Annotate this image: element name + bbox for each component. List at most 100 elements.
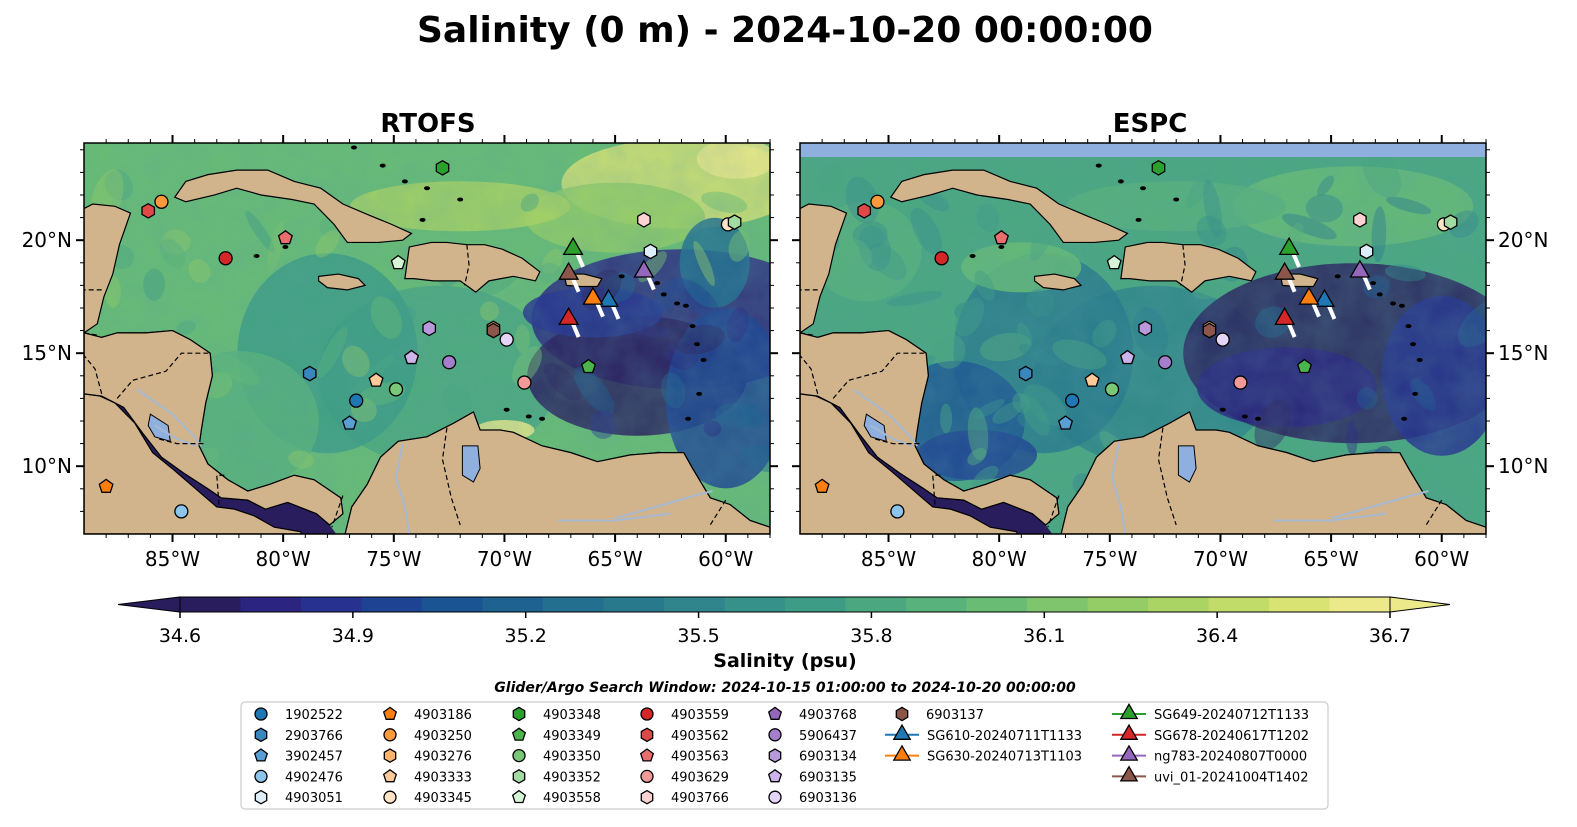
legend-item: SG610-20240711T1133 xyxy=(885,723,1082,744)
legend-item: SG678-20240617T1202 xyxy=(1112,723,1309,744)
station-marker-4903558 xyxy=(1106,254,1122,270)
legend-label: SG630-20240713T1103 xyxy=(927,750,1082,765)
map-area-rtofs xyxy=(84,143,770,534)
legend-item: 4903276 xyxy=(383,748,472,765)
legend-marker-circle xyxy=(383,790,397,804)
legend-marker-triangle xyxy=(892,723,912,740)
colorbar-segment xyxy=(845,597,907,612)
station-marker-4903559 xyxy=(934,251,949,266)
legend-marker-hexagon xyxy=(768,748,782,763)
station-marker-1902522 xyxy=(1065,393,1080,408)
legend-marker-hexagon xyxy=(254,789,268,805)
station-marker-uvi_01-20241004t1402 xyxy=(558,261,580,280)
station-marker-6903134 xyxy=(1138,320,1153,337)
station-marker-4903348 xyxy=(435,159,450,176)
colorbar-segment xyxy=(724,597,786,612)
colorbar-segment xyxy=(482,597,544,612)
legend-label: 4903186 xyxy=(414,708,472,723)
station-marker-4903333 xyxy=(1084,372,1100,387)
legend-marker-hexagon xyxy=(383,748,397,763)
station-marker-5906437 xyxy=(441,355,457,370)
panel-espc: ESPC 85°W 80°W 75°W 70°W 65°W 60°W 10°N 15°N 20°… xyxy=(792,109,1548,571)
legend-label: 6903137 xyxy=(926,708,984,723)
colorbar-segment xyxy=(301,597,362,612)
colorbar-segment xyxy=(543,597,604,612)
lon-tick-label: 65°W xyxy=(1303,547,1358,571)
legend-label: 4903250 xyxy=(414,729,472,744)
legend-marker-circle xyxy=(640,707,654,721)
map-area-espc xyxy=(800,143,1486,534)
legend-marker-pentagon xyxy=(511,727,527,741)
legend-label: 5906437 xyxy=(799,729,857,744)
lon-tick-label: 85°W xyxy=(145,547,200,571)
lat-tick-label: 20°N xyxy=(22,228,72,252)
colorbar-segment xyxy=(1208,597,1270,612)
legend-label: 6903135 xyxy=(799,770,857,785)
lon-tick-label: 80°W xyxy=(256,547,311,571)
colorbar-segment xyxy=(664,597,725,612)
station-marker-5906437 xyxy=(1157,355,1173,370)
station-marker-4903352 xyxy=(727,214,742,231)
station-marker-sg649-20240712t1133 xyxy=(562,236,584,256)
lon-tick-label: 60°W xyxy=(1414,547,1469,571)
colorbar-segment xyxy=(1148,597,1209,612)
station-marker-4903766 xyxy=(637,211,651,228)
lon-tick-label: 75°W xyxy=(1082,547,1137,571)
legend-marker-circle xyxy=(768,728,782,742)
station-marker-4903186 xyxy=(98,478,114,493)
legend-label: SG678-20240617T1202 xyxy=(1154,729,1309,744)
legend-item: 4903558 xyxy=(511,789,601,806)
colorbar-segment xyxy=(1269,597,1330,612)
legend-marker-pentagon xyxy=(767,768,783,783)
legend-label: 4903350 xyxy=(543,750,601,765)
station-marker-4903563 xyxy=(993,229,1009,245)
legend-marker-pentagon xyxy=(382,706,398,720)
legend-item: 2903766 xyxy=(254,727,343,744)
station-marker-6903135 xyxy=(1119,349,1136,365)
legend-item: SG630-20240713T1103 xyxy=(885,744,1082,765)
legend-label: 4903276 xyxy=(414,750,472,765)
station-marker-sg649-20240712t1133 xyxy=(1278,236,1300,256)
legend-label: 4903348 xyxy=(543,708,601,723)
station-marker-4902476 xyxy=(174,504,189,519)
colorbar-tick-label: 36.4 xyxy=(1196,625,1238,647)
lon-tick-label: 85°W xyxy=(861,547,916,571)
station-marker-sg678-20240617t1202 xyxy=(558,306,580,326)
station-marker-4903563 xyxy=(277,229,293,245)
station-marker-6903137 xyxy=(486,322,501,339)
legend-marker-triangle xyxy=(892,744,912,761)
station-marker-6903135 xyxy=(403,349,420,365)
lat-tick-label: 10°N xyxy=(1498,454,1548,478)
station-marker-1902522 xyxy=(349,393,364,408)
panel-title-rtofs: RTOFS xyxy=(380,109,475,139)
station-marker-4903766 xyxy=(1353,211,1367,228)
legend-label: 4902476 xyxy=(285,770,343,785)
legend-marker-hexagon xyxy=(512,769,526,784)
station-marker-4903250 xyxy=(870,194,885,209)
colorbar-tick-label: 34.9 xyxy=(332,625,374,647)
station-marker-3902457 xyxy=(1057,415,1074,430)
station-marker-6903136 xyxy=(1215,332,1230,347)
legend-item: 3902457 xyxy=(253,748,343,765)
lat-tick-label: 10°N xyxy=(22,454,72,478)
figure-title: Salinity (0 m) - 2024-10-20 00:00:00 xyxy=(417,10,1153,51)
search-window-subtitle: Glider/Argo Search Window: 2024-10-15 01… xyxy=(494,680,1076,696)
legend-item: 5906437 xyxy=(768,728,857,744)
legend-marker-pentagon xyxy=(767,706,783,720)
legend-item: 4903349 xyxy=(511,727,601,744)
station-marker-sg610-20240711t1133 xyxy=(1313,288,1335,307)
colorbar-segment xyxy=(1087,597,1149,612)
legend-marker-pentagon xyxy=(511,789,527,804)
legend-marker-pentagon xyxy=(639,748,655,762)
legend-item: 4903250 xyxy=(383,728,472,744)
colorbar-segment xyxy=(603,597,665,612)
legend-marker-circle xyxy=(640,769,654,784)
station-marker-4903051 xyxy=(643,243,658,260)
legend-marker-pentagon xyxy=(382,768,398,783)
legend-label: 4903333 xyxy=(414,770,472,785)
legend-item: ng783-20240807T0000 xyxy=(1112,744,1307,765)
colorbar-tick-label: 35.5 xyxy=(677,625,719,647)
legend-label: 4903768 xyxy=(799,708,857,723)
station-marker-4903352 xyxy=(1443,214,1458,231)
legend-item: 4903350 xyxy=(512,748,601,765)
